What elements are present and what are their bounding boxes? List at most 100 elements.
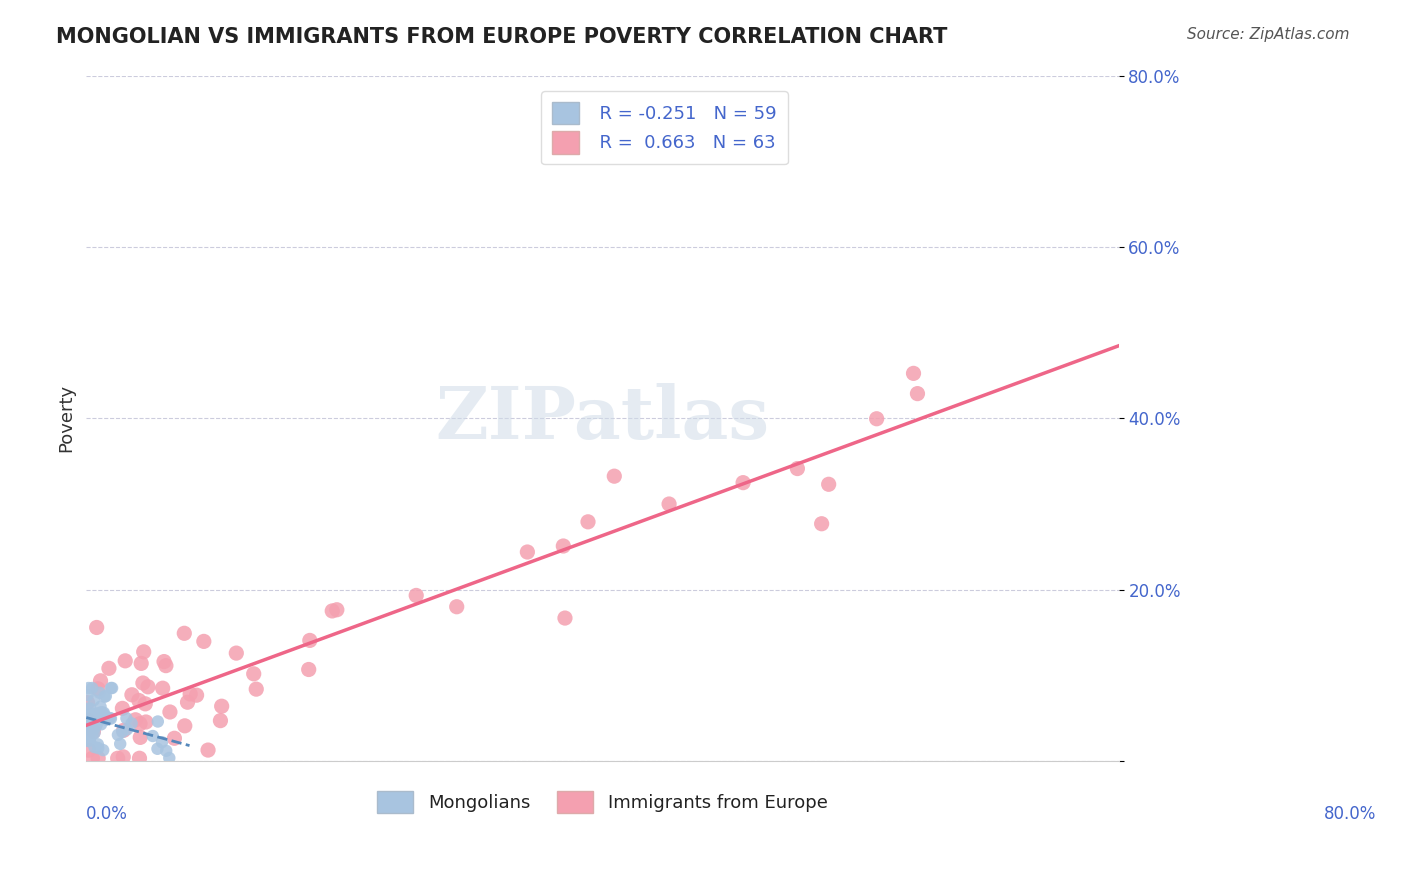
Point [225, 646, 247, 660]
Point [86, 706, 108, 721]
Point [76, 728, 98, 742]
Point [100, 681, 122, 695]
Point [87, 741, 110, 756]
Point [76, 713, 98, 727]
Point [150, 735, 173, 749]
Point [93, 690, 115, 704]
Point [865, 411, 887, 425]
Point [903, 367, 925, 381]
Text: Source: ZipAtlas.com: Source: ZipAtlas.com [1187, 27, 1350, 42]
Point [136, 680, 159, 694]
Point [97, 661, 120, 675]
Point [128, 693, 150, 707]
Point [90, 717, 112, 731]
Point [100, 712, 122, 726]
Point [84, 707, 107, 722]
Point [76, 730, 98, 744]
Point [146, 714, 169, 729]
Point [124, 713, 146, 727]
Point [91, 743, 114, 757]
Point [153, 655, 176, 669]
Point [80, 706, 103, 721]
Point [146, 741, 169, 756]
Point [82, 681, 104, 695]
Point [576, 515, 599, 529]
Point [79, 714, 101, 729]
Point [76, 696, 98, 710]
Point [115, 723, 138, 737]
Point [658, 497, 681, 511]
Point [209, 714, 232, 728]
Point [242, 666, 264, 681]
Point [326, 603, 349, 617]
Point [86, 718, 108, 732]
Point [163, 731, 186, 746]
Point [553, 539, 575, 553]
Point [77, 728, 100, 742]
Point [245, 682, 267, 697]
Point [186, 688, 208, 702]
Point [86, 620, 108, 634]
Point [83, 722, 105, 736]
Point [173, 626, 195, 640]
Point [80, 723, 103, 738]
Point [77, 713, 100, 727]
Point [77, 681, 100, 695]
Point [76, 733, 98, 747]
Point [132, 676, 155, 690]
Point [79, 701, 101, 715]
Point [108, 737, 131, 751]
Point [112, 749, 135, 764]
Text: ZIPatlas: ZIPatlas [436, 383, 769, 454]
Point [152, 681, 174, 696]
Point [173, 719, 195, 733]
Point [82, 727, 104, 741]
Point [83, 739, 105, 754]
Point [134, 697, 156, 711]
Point [211, 699, 233, 714]
Point [142, 729, 165, 743]
Point [76, 734, 98, 748]
Point [176, 695, 198, 709]
Point [89, 708, 111, 723]
Point [129, 716, 152, 731]
Point [128, 751, 150, 765]
Point [111, 725, 134, 739]
Point [93, 706, 115, 720]
Point [405, 589, 427, 603]
Point [112, 723, 135, 738]
Y-axis label: Poverty: Poverty [58, 384, 75, 452]
Point [107, 728, 129, 742]
Point [193, 634, 215, 648]
Point [98, 711, 121, 725]
Point [107, 751, 129, 765]
Point [83, 714, 105, 729]
Point [89, 686, 111, 700]
Point [86, 712, 108, 726]
Point [121, 716, 143, 731]
Point [810, 516, 832, 531]
Point [603, 469, 626, 483]
Point [446, 599, 468, 614]
Point [129, 657, 152, 671]
Point [79, 733, 101, 747]
Point [90, 705, 112, 719]
Point [554, 611, 576, 625]
Legend: Mongolians, Immigrants from Europe: Mongolians, Immigrants from Europe [370, 784, 835, 821]
Point [93, 707, 115, 722]
Point [82, 751, 104, 765]
Point [129, 731, 152, 745]
Point [82, 724, 104, 739]
Point [907, 386, 929, 401]
Point [87, 751, 110, 765]
Text: 0.0%: 0.0% [86, 805, 128, 823]
Point [77, 722, 100, 736]
Point [155, 658, 177, 673]
Point [115, 711, 138, 725]
Point [83, 726, 105, 740]
Point [155, 744, 177, 758]
Point [733, 475, 755, 490]
Point [76, 688, 98, 702]
Point [179, 687, 201, 701]
Point [96, 713, 118, 727]
